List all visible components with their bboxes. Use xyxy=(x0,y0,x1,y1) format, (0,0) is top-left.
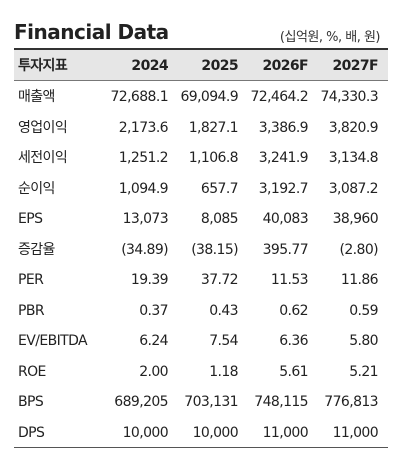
cell: 3,241.9 xyxy=(258,150,309,166)
cell: 11,000 xyxy=(262,424,309,441)
cell: 748,115 xyxy=(254,394,308,410)
cell: 5.80 xyxy=(349,333,378,349)
cell: 3,192.7 xyxy=(258,180,309,197)
row-label: BPS xyxy=(18,394,44,410)
cell: 38,960 xyxy=(332,211,379,227)
cell: 1,827.1 xyxy=(188,119,239,136)
cell: (38.15) xyxy=(191,241,238,258)
cell: 703,131 xyxy=(184,394,238,410)
row-label: 영업이익 xyxy=(18,119,68,136)
row-label: 순이익 xyxy=(18,180,55,197)
column-header: 2027F xyxy=(332,58,378,74)
row-label: 증감율 xyxy=(18,241,55,258)
row-label: EV/EBITDA xyxy=(18,333,88,349)
rule xyxy=(14,80,388,81)
cell: 37.72 xyxy=(200,272,239,288)
cell: 1.18 xyxy=(209,363,238,380)
row-label: PBR xyxy=(18,302,45,319)
cell: 11.53 xyxy=(270,272,309,288)
rule xyxy=(14,447,388,448)
column-header: 2025 xyxy=(201,58,238,74)
cell: 7.54 xyxy=(209,333,238,349)
cell: 3,134.8 xyxy=(328,150,379,166)
cell: 11.86 xyxy=(340,272,379,288)
cell: 2,173.6 xyxy=(118,119,169,136)
header-bg xyxy=(14,50,388,80)
row-label: 매출액 xyxy=(18,89,55,105)
cell: 657.7 xyxy=(200,180,239,197)
cell: 3,820.9 xyxy=(328,119,379,136)
rule xyxy=(14,48,388,50)
cell: 72,464.2 xyxy=(250,89,308,105)
cell: 6.36 xyxy=(279,333,308,349)
cell: 8,085 xyxy=(200,211,239,227)
cell: (34.89) xyxy=(121,241,168,258)
cell: 69,094.9 xyxy=(180,89,238,105)
cell: 0.43 xyxy=(209,302,238,319)
cell: (2.80) xyxy=(339,241,379,258)
row-label: ROE xyxy=(18,363,46,380)
cell: 5.61 xyxy=(279,363,308,380)
row-label: EPS xyxy=(18,211,43,227)
cell: 689,205 xyxy=(114,394,168,410)
cell: 40,083 xyxy=(262,211,309,227)
row-label: 세전이익 xyxy=(18,150,68,166)
title: Financial Data xyxy=(14,20,169,44)
cell: 74,330.3 xyxy=(320,89,378,105)
column-header: 2026F xyxy=(262,58,308,74)
cell: 1,251.2 xyxy=(118,150,169,166)
cell: 72,688.1 xyxy=(110,89,168,105)
cell: 0.62 xyxy=(279,302,308,319)
cell: 395.77 xyxy=(262,241,309,258)
cell: 0.37 xyxy=(139,302,168,319)
cell: 13,073 xyxy=(122,211,169,227)
cell: 10,000 xyxy=(192,424,239,441)
cell: 10,000 xyxy=(122,424,169,441)
row-label: PER xyxy=(18,272,44,288)
cell: 0.59 xyxy=(349,302,378,319)
cell: 11,000 xyxy=(332,424,379,441)
unit: (십억원, %, 배, 원) xyxy=(279,30,381,45)
cell: 1,106.8 xyxy=(188,150,239,166)
cell: 19.39 xyxy=(130,272,169,288)
cell: 5.21 xyxy=(349,363,378,380)
cell: 6.24 xyxy=(139,333,168,349)
cell: 1,094.9 xyxy=(118,180,169,197)
row-label: DPS xyxy=(18,424,45,441)
cell: 3,386.9 xyxy=(258,119,309,136)
cell: 776,813 xyxy=(324,394,378,410)
column-header: 투자지표 xyxy=(18,58,68,74)
cell: 3,087.2 xyxy=(328,180,379,197)
cell: 2.00 xyxy=(139,363,168,380)
column-header: 2024 xyxy=(131,58,168,74)
